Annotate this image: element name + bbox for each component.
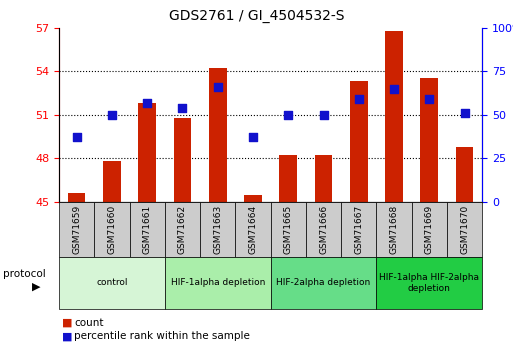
Text: HIF-1alpha depletion: HIF-1alpha depletion (170, 278, 265, 287)
Point (213, 84, 222, 90)
Bar (280, 155, 297, 202)
Bar (314, 155, 332, 202)
Point (143, 100, 151, 105)
Point (179, 105, 187, 110)
Text: GSM71663: GSM71663 (213, 205, 222, 254)
Bar (139, 103, 156, 202)
Bar (350, 81, 368, 202)
Bar (173, 118, 191, 202)
Text: ■: ■ (62, 318, 72, 327)
Bar (103, 161, 121, 202)
Text: GSM71662: GSM71662 (178, 205, 187, 254)
Text: GSM71670: GSM71670 (460, 205, 469, 254)
Bar (385, 30, 403, 202)
Point (108, 112, 116, 118)
Text: GSM71664: GSM71664 (248, 205, 258, 254)
Bar (244, 195, 262, 202)
Text: ▶: ▶ (32, 282, 41, 291)
Text: ■: ■ (62, 332, 72, 341)
Bar (209, 68, 227, 202)
Point (320, 112, 328, 118)
Text: control: control (96, 278, 128, 287)
Bar (456, 147, 473, 202)
Point (425, 96, 433, 102)
Text: GSM71665: GSM71665 (284, 205, 293, 254)
Text: count: count (74, 318, 104, 327)
Text: HIF-1alpha HIF-2alpha
depletion: HIF-1alpha HIF-2alpha depletion (379, 273, 479, 293)
Text: GDS2761 / GI_4504532-S: GDS2761 / GI_4504532-S (169, 9, 344, 23)
Text: protocol: protocol (3, 269, 45, 279)
Text: HIF-2alpha depletion: HIF-2alpha depletion (277, 278, 370, 287)
Text: GSM71666: GSM71666 (319, 205, 328, 254)
Point (390, 86, 398, 91)
Text: GSM71669: GSM71669 (425, 205, 434, 254)
Text: GSM71659: GSM71659 (72, 205, 81, 254)
Text: percentile rank within the sample: percentile rank within the sample (74, 332, 250, 341)
Point (249, 135, 257, 140)
Text: GSM71667: GSM71667 (354, 205, 363, 254)
Point (72, 135, 81, 140)
Text: GSM71668: GSM71668 (389, 205, 399, 254)
Bar (68, 193, 86, 202)
Text: GSM71660: GSM71660 (107, 205, 116, 254)
Text: GSM71661: GSM71661 (143, 205, 152, 254)
Point (284, 112, 292, 118)
Bar (421, 78, 438, 202)
Point (354, 96, 363, 102)
Point (461, 110, 469, 116)
